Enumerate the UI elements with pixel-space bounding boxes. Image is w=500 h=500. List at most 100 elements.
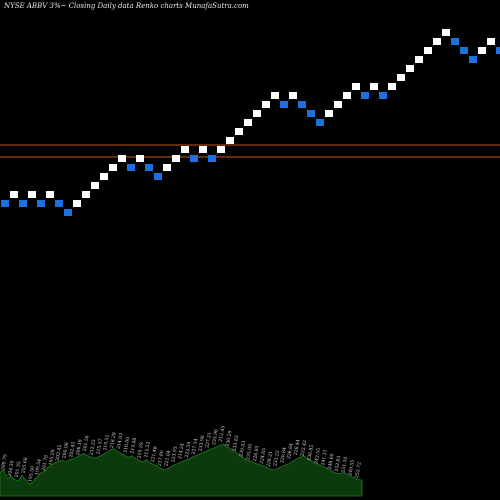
- volume-label: 204.39: [7, 460, 16, 477]
- down-brick: [64, 209, 72, 216]
- up-brick: [262, 101, 270, 108]
- volume-label: 249.55: [347, 459, 356, 476]
- volume-label: 252.72: [354, 462, 363, 479]
- volume-label: 212.25: [89, 439, 98, 456]
- down-brick: [1, 200, 9, 207]
- volume-label: 220.84: [279, 447, 288, 464]
- down-brick: [451, 38, 459, 45]
- down-brick: [154, 173, 162, 180]
- volume-label: 226.84: [286, 443, 295, 460]
- volume-label: 201.35: [14, 461, 23, 478]
- up-brick: [73, 200, 81, 207]
- volume-label: 221.04: [163, 450, 172, 467]
- renko-bricks: [1, 29, 500, 216]
- down-brick: [298, 101, 306, 108]
- down-brick: [55, 200, 63, 207]
- volume-label: 199.54: [34, 458, 43, 475]
- up-brick: [244, 119, 252, 126]
- volume-label: 216.00: [123, 436, 132, 453]
- up-brick: [442, 29, 450, 36]
- volume-label: 214.24: [177, 443, 186, 460]
- down-brick: [361, 92, 369, 99]
- down-brick: [19, 200, 27, 207]
- volume-label: 226.85: [252, 445, 261, 462]
- volume-label: 242.55: [313, 447, 322, 464]
- up-brick: [388, 83, 396, 90]
- volume-label: 219.51: [102, 434, 111, 451]
- volume-label: 205.68: [20, 457, 29, 474]
- up-brick: [82, 191, 90, 198]
- volume-label: 206.18: [75, 439, 84, 456]
- down-brick: [460, 47, 468, 54]
- volume-label: 202.45: [68, 441, 77, 458]
- up-brick: [46, 191, 54, 198]
- up-brick: [424, 47, 432, 54]
- up-brick: [397, 74, 405, 81]
- volume-label: 248.69: [327, 453, 336, 470]
- up-brick: [100, 173, 108, 180]
- volume-label: 215.57: [95, 438, 104, 455]
- volume-label: 227.54: [191, 438, 200, 455]
- up-brick: [199, 146, 207, 153]
- up-brick: [487, 38, 495, 45]
- up-brick: [370, 83, 378, 90]
- volume-label: 226.44: [293, 439, 302, 456]
- up-brick: [91, 182, 99, 189]
- up-brick: [235, 128, 243, 135]
- up-brick: [172, 155, 180, 162]
- down-brick: [190, 155, 198, 162]
- volume-area: [0, 443, 363, 497]
- volume-label: 230.29: [225, 430, 234, 447]
- up-brick: [217, 146, 225, 153]
- up-brick: [253, 110, 261, 117]
- down-brick: [307, 110, 315, 117]
- volume-label: 233.83: [232, 435, 241, 452]
- up-brick: [28, 191, 36, 198]
- up-brick: [415, 56, 423, 63]
- down-brick: [280, 101, 288, 108]
- volume-label: 235.09: [245, 443, 254, 460]
- volume-label: 200.08: [61, 442, 70, 459]
- down-brick: [316, 119, 324, 126]
- volume-label: 241.21: [320, 449, 329, 466]
- volume-label: 221.48: [150, 446, 159, 463]
- volume-label: 251.50: [340, 456, 349, 473]
- down-brick: [127, 164, 135, 171]
- up-brick: [406, 65, 414, 72]
- volume-label: 224.65: [259, 447, 268, 464]
- up-brick: [136, 155, 144, 162]
- volume-label: 222.42: [300, 440, 309, 457]
- volume-label: 217.89: [157, 450, 166, 467]
- volume-label: 239.03: [238, 440, 247, 457]
- up-brick: [325, 110, 333, 117]
- up-brick: [163, 164, 171, 171]
- volume-label: 218.28: [109, 432, 118, 449]
- up-brick: [478, 47, 486, 54]
- up-brick: [289, 92, 297, 99]
- volume-label: 195.50: [27, 466, 36, 483]
- volume-label: 219.29: [136, 442, 145, 459]
- volume-label: 233.22: [272, 450, 281, 467]
- volume-label: 201.78: [41, 455, 50, 472]
- volume-label: 252.83: [334, 455, 343, 472]
- chart-title: NYSE ABBV 3%~ Closing Daily data Renko c…: [3, 2, 249, 10]
- volume-label: 195.29: [48, 449, 57, 466]
- up-brick: [334, 101, 342, 108]
- volume-label: 233.96: [197, 435, 206, 452]
- up-brick: [10, 191, 18, 198]
- volume-label: 228.21: [266, 451, 275, 468]
- up-brick: [226, 137, 234, 144]
- up-brick: [109, 164, 117, 171]
- volume-label: 202.45: [55, 444, 64, 461]
- volume-area-path: [0, 443, 363, 497]
- down-brick: [37, 200, 45, 207]
- volume-label: 201.56: [82, 435, 91, 452]
- up-brick: [181, 146, 189, 153]
- volume-label: 212.43: [218, 425, 227, 442]
- reference-lines: [0, 144, 500, 158]
- volume-label: 236.85: [306, 444, 315, 461]
- volume-label: 223.93: [170, 446, 179, 463]
- down-brick: [469, 56, 477, 63]
